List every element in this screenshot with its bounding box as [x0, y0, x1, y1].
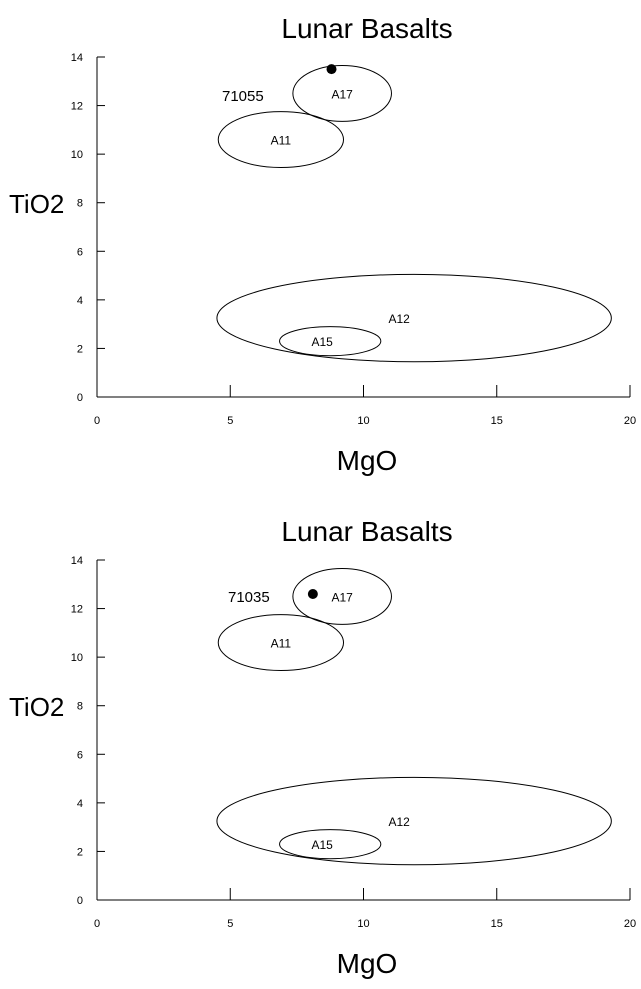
x-tick-label: 5 — [227, 415, 233, 427]
y-tick-label: 8 — [77, 701, 83, 713]
field-label-a12: A12 — [388, 312, 410, 326]
y-tick-label: 2 — [77, 846, 83, 858]
y-tick-label: 0 — [77, 895, 83, 907]
y-tick-label: 14 — [71, 555, 83, 567]
chart-svg-bottom: Lunar Basalts 0 2 4 6 8 10 12 14 0 5 10 15 20 MgO TiO2 A… — [9, 516, 636, 979]
chart-title: Lunar Basalts — [281, 516, 452, 547]
y-axis-label: TiO2 — [9, 692, 64, 722]
x-tick-label: 20 — [624, 918, 636, 930]
x-axis-label: MgO — [337, 948, 398, 979]
y-tick-label: 10 — [71, 149, 83, 161]
sample-label: 71035 — [228, 589, 270, 606]
field-ellipse-a17 — [292, 568, 392, 625]
x-tick-label: 10 — [357, 918, 369, 930]
field-ellipse-a12 — [216, 776, 612, 866]
x-tick-label: 5 — [227, 918, 233, 930]
sample-point — [326, 64, 337, 75]
x-axis-label: MgO — [337, 445, 398, 476]
field-ellipse-a11 — [217, 111, 345, 168]
field-label-a12: A12 — [388, 815, 410, 829]
y-tick-label: 0 — [77, 392, 83, 404]
y-tick-label: 12 — [71, 604, 83, 616]
y-tick-label: 6 — [77, 749, 83, 761]
x-tick-label: 0 — [94, 415, 100, 427]
chart-bottom: Lunar Basalts 0 2 4 6 8 10 12 14 0 5 10 15 20 MgO TiO2 A… — [0, 503, 641, 989]
field-ellipse-a12 — [216, 273, 612, 363]
y-tick-label: 10 — [71, 652, 83, 664]
y-tick-label: 4 — [77, 798, 83, 810]
field-label-a11: A11 — [271, 134, 292, 148]
field-ellipse-a15 — [279, 326, 382, 357]
sample-label: 71055 — [222, 88, 264, 105]
sample-point — [307, 589, 318, 599]
field-label-a15: A15 — [312, 335, 334, 349]
field-ellipse-a11 — [217, 614, 345, 671]
x-tick-label: 15 — [491, 415, 503, 427]
chart-title: Lunar Basalts — [281, 13, 452, 44]
y-tick-label: 2 — [77, 343, 83, 355]
chart-svg-top: Lunar Basalts 0 2 4 6 8 10 12 14 0 5 10 15 20 MgO TiO2 A… — [9, 13, 636, 476]
y-tick-label: 12 — [71, 101, 83, 113]
field-label-a17: A17 — [332, 87, 354, 101]
x-tick-label: 20 — [624, 415, 636, 427]
chart-top: Lunar Basalts 0 2 4 6 8 10 12 14 0 5 10 15 20 MgO TiO2 A… — [0, 0, 641, 486]
field-ellipse-a15 — [279, 829, 382, 860]
field-ellipse-a17 — [292, 65, 392, 122]
x-tick-label: 15 — [491, 918, 503, 930]
y-tick-label: 14 — [71, 52, 83, 64]
field-label-a11: A11 — [271, 637, 292, 651]
x-tick-label: 0 — [94, 918, 100, 930]
y-tick-label: 8 — [77, 198, 83, 210]
y-axis-label: TiO2 — [9, 189, 64, 219]
y-tick-label: 6 — [77, 246, 83, 258]
field-label-a15: A15 — [312, 838, 334, 852]
x-tick-label: 10 — [357, 415, 369, 427]
field-label-a17: A17 — [332, 590, 354, 604]
y-tick-label: 4 — [77, 295, 83, 307]
